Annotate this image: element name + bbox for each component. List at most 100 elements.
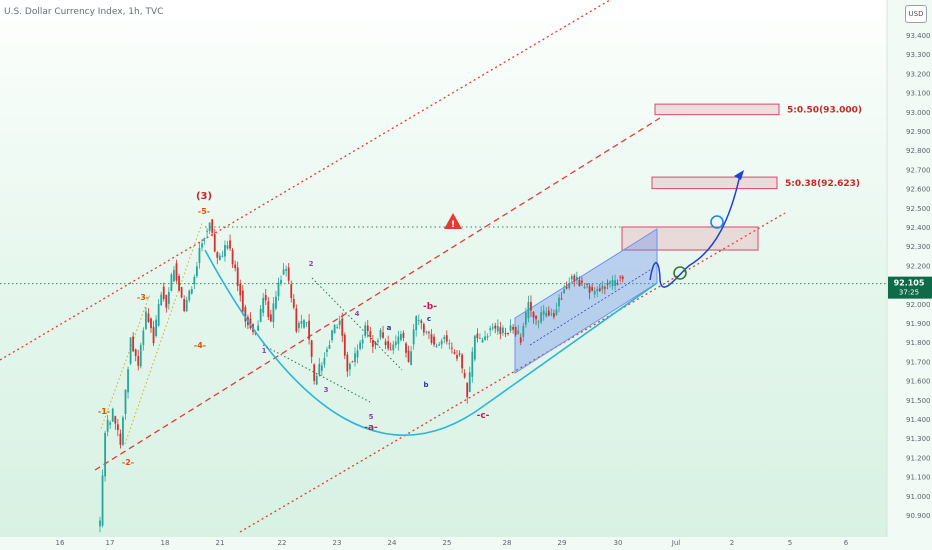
candle-body xyxy=(343,334,346,356)
candle-body xyxy=(262,297,265,313)
candle-body xyxy=(295,308,298,332)
candle-body xyxy=(524,312,527,325)
x-tick-label: 17 xyxy=(106,539,115,547)
candle-body xyxy=(415,316,418,330)
x-tick-label: 30 xyxy=(614,539,623,547)
candle-body xyxy=(422,324,425,333)
candle-body xyxy=(578,279,581,287)
candle-body xyxy=(430,334,433,343)
candle-body xyxy=(116,424,119,431)
candle-body xyxy=(527,302,530,319)
y-tick-label: 91.900 xyxy=(906,320,931,328)
y-tick-label: 92.800 xyxy=(906,147,931,155)
candle-body xyxy=(165,294,168,308)
candle-body xyxy=(331,330,333,341)
candle-body xyxy=(336,327,339,329)
candle-body xyxy=(285,269,288,271)
wave-channel-line xyxy=(311,277,403,371)
bullish-flag-channel xyxy=(514,228,658,374)
candle-body xyxy=(216,252,219,258)
time-axis[interactable] xyxy=(0,537,932,550)
candle-body xyxy=(201,243,203,248)
candle-body xyxy=(514,327,517,335)
candle-body xyxy=(211,219,214,233)
candle-body xyxy=(157,304,160,326)
candle-body xyxy=(366,325,369,332)
candle-body xyxy=(443,336,446,340)
y-tick-label: 93.300 xyxy=(906,51,931,59)
candle-body xyxy=(540,312,543,323)
wave-label: c xyxy=(427,315,431,323)
impulse-trendline xyxy=(124,222,203,445)
candle-body xyxy=(167,291,170,304)
wave-label: 4 xyxy=(355,310,360,318)
candle-body xyxy=(532,311,535,318)
price-axis[interactable] xyxy=(887,0,932,550)
candle-body xyxy=(550,313,553,315)
candle-body xyxy=(313,364,316,381)
candle-body xyxy=(519,337,522,343)
y-tick-label: 91.300 xyxy=(906,435,931,443)
candle-body xyxy=(575,276,578,281)
candle-body xyxy=(134,349,137,357)
candle-body xyxy=(616,283,619,285)
candle-body xyxy=(611,279,614,287)
candle-body xyxy=(496,325,499,332)
y-tick-label: 92.200 xyxy=(906,262,931,270)
candle-body xyxy=(226,245,229,249)
candle-body xyxy=(137,355,140,366)
candle-body xyxy=(221,255,224,257)
candle-body xyxy=(417,320,420,322)
wave-label: -4- xyxy=(194,341,206,350)
currency-badge[interactable]: USD xyxy=(905,5,927,23)
candle-body xyxy=(563,289,565,294)
candle-body xyxy=(435,345,438,347)
y-tick-label: 92.300 xyxy=(906,243,931,251)
candle-body xyxy=(218,255,221,260)
candle-body xyxy=(581,280,583,283)
candle-body xyxy=(359,342,361,349)
candle-body xyxy=(604,287,606,289)
bar-countdown: 37:25 xyxy=(899,289,919,297)
candle-body xyxy=(451,347,453,349)
candle-body xyxy=(356,350,359,358)
candle-body xyxy=(448,343,451,345)
candle-body xyxy=(438,344,441,346)
y-tick-label: 93.400 xyxy=(906,32,931,40)
wave-label: 5 xyxy=(369,413,374,421)
x-tick-label: 24 xyxy=(388,539,397,547)
candle-body xyxy=(369,331,372,337)
candle-body xyxy=(104,432,106,477)
candle-body xyxy=(308,320,310,340)
candle-body xyxy=(412,329,415,345)
y-tick-label: 92.900 xyxy=(906,128,931,136)
candle-body xyxy=(484,336,486,340)
last-price-value: 92.105 xyxy=(894,279,925,288)
candle-body xyxy=(152,327,155,344)
candle-body xyxy=(384,341,387,345)
candle-body xyxy=(298,323,300,329)
x-tick-label: 22 xyxy=(278,539,287,547)
candle-body xyxy=(458,353,461,355)
candle-body xyxy=(109,422,112,425)
candle-body xyxy=(440,340,443,345)
candle-body xyxy=(565,286,568,289)
candle-body xyxy=(213,234,216,252)
y-tick-label: 92.600 xyxy=(906,186,931,194)
candle-body xyxy=(405,343,407,353)
channel-lower-line xyxy=(239,212,786,533)
candle-body xyxy=(468,372,471,392)
candle-body xyxy=(206,230,208,232)
candle-body xyxy=(473,335,476,360)
wave-label: -2- xyxy=(122,458,134,467)
candle-body xyxy=(155,319,157,336)
projection-path xyxy=(649,174,741,288)
candle-body xyxy=(162,286,165,300)
candle-body xyxy=(231,249,234,265)
candle-body xyxy=(456,355,458,359)
candle-body xyxy=(170,274,173,291)
y-tick-label: 91.500 xyxy=(906,397,931,405)
